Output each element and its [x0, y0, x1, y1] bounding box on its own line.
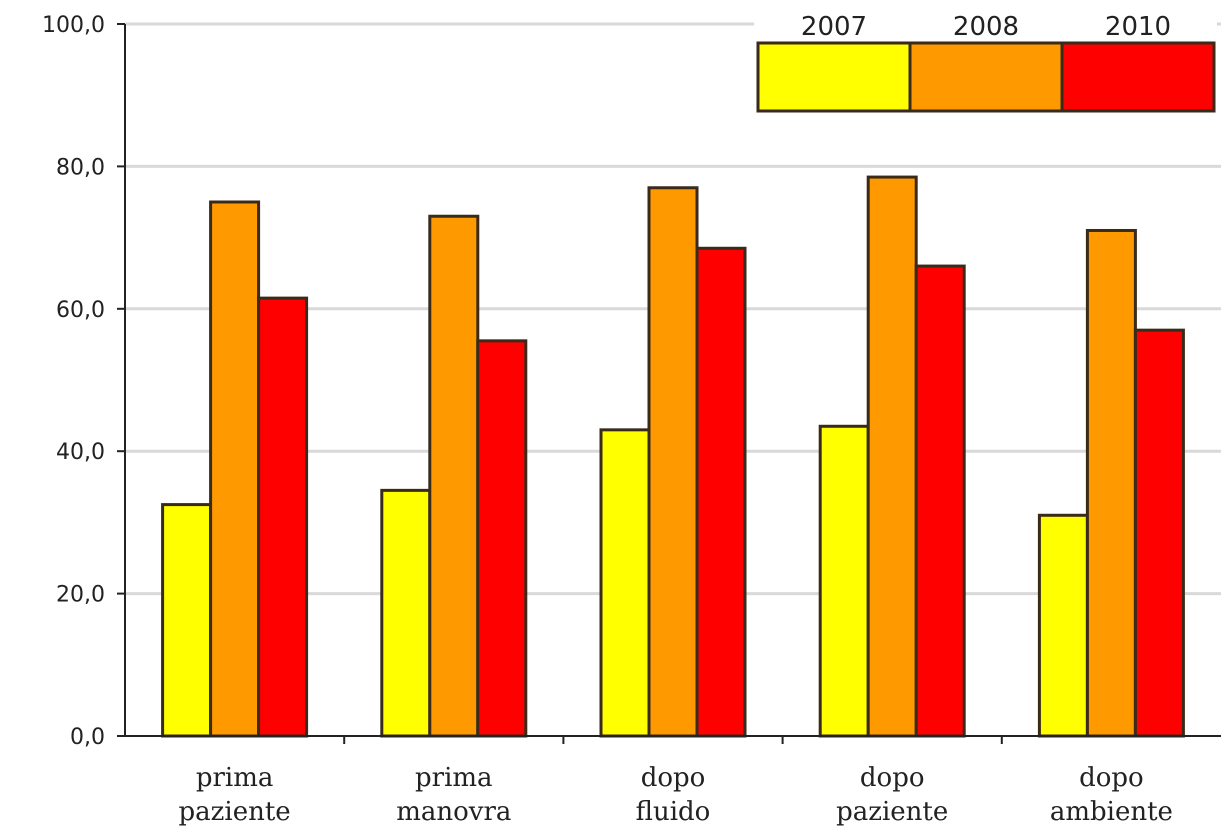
- bar-2008-4: [1085, 228, 1137, 738]
- bar-2010-3: [914, 264, 966, 738]
- bar-2010-2: [695, 246, 747, 738]
- x-category-label: dopo fluido: [636, 763, 711, 827]
- legend: 2007 2008 2010: [754, 10, 1217, 115]
- x-category-label: dopo ambiente: [1050, 763, 1173, 827]
- bar-2008-1: [428, 214, 480, 738]
- legend-swatch-2010: [1060, 41, 1216, 113]
- x-axis: prima paziente prima manovra dopo fluido dopo p…: [125, 735, 1221, 827]
- bar-2010-4: [1133, 328, 1185, 738]
- bar-2008-2: [647, 186, 699, 738]
- x-category-label-line: prima: [415, 763, 493, 793]
- bar-2007-1: [380, 488, 432, 738]
- legend-label-2008: 2008: [953, 12, 1019, 42]
- x-category-label-line: fluido: [636, 797, 711, 827]
- legend-label-2010: 2010: [1105, 12, 1171, 42]
- y-tick-label: 20,0: [56, 583, 105, 608]
- y-tick-label: 60,0: [56, 298, 105, 323]
- bar-2010-0: [257, 296, 309, 738]
- y-tick-label: 0,0: [70, 725, 105, 750]
- x-category-label-line: manovra: [396, 797, 511, 827]
- bar-2008-3: [866, 175, 918, 738]
- bar-2007-2: [599, 428, 651, 738]
- y-axis: 0,0 20,0 40,0 60,0 80,0 100,0: [42, 13, 126, 750]
- x-category-label-line: dopo: [1079, 763, 1144, 793]
- legend-swatch-2007: [756, 41, 912, 113]
- bar-2007-4: [1037, 513, 1089, 738]
- y-tick-label: 80,0: [56, 155, 105, 180]
- bar-2007-0: [161, 503, 213, 738]
- legend-swatch-2008: [908, 41, 1064, 113]
- bars: [161, 175, 1185, 738]
- x-category-label-line: dopo: [860, 763, 925, 793]
- y-tick-label: 40,0: [56, 440, 105, 465]
- legend-label-2007: 2007: [801, 12, 867, 42]
- bar-2008-0: [209, 200, 261, 738]
- bar-2007-3: [818, 424, 870, 738]
- x-category-label: prima manovra: [396, 763, 511, 827]
- x-category-label-line: dopo: [641, 763, 706, 793]
- x-category-label: prima paziente: [179, 763, 291, 827]
- bar-2010-1: [476, 339, 528, 738]
- y-tick-label: 100,0: [42, 13, 105, 38]
- x-category-label-line: prima: [196, 763, 274, 793]
- x-category-label-line: paziente: [179, 797, 291, 827]
- x-category-label-line: ambiente: [1050, 797, 1173, 827]
- x-category-label-line: paziente: [836, 797, 948, 827]
- x-category-label: dopo paziente: [836, 763, 948, 827]
